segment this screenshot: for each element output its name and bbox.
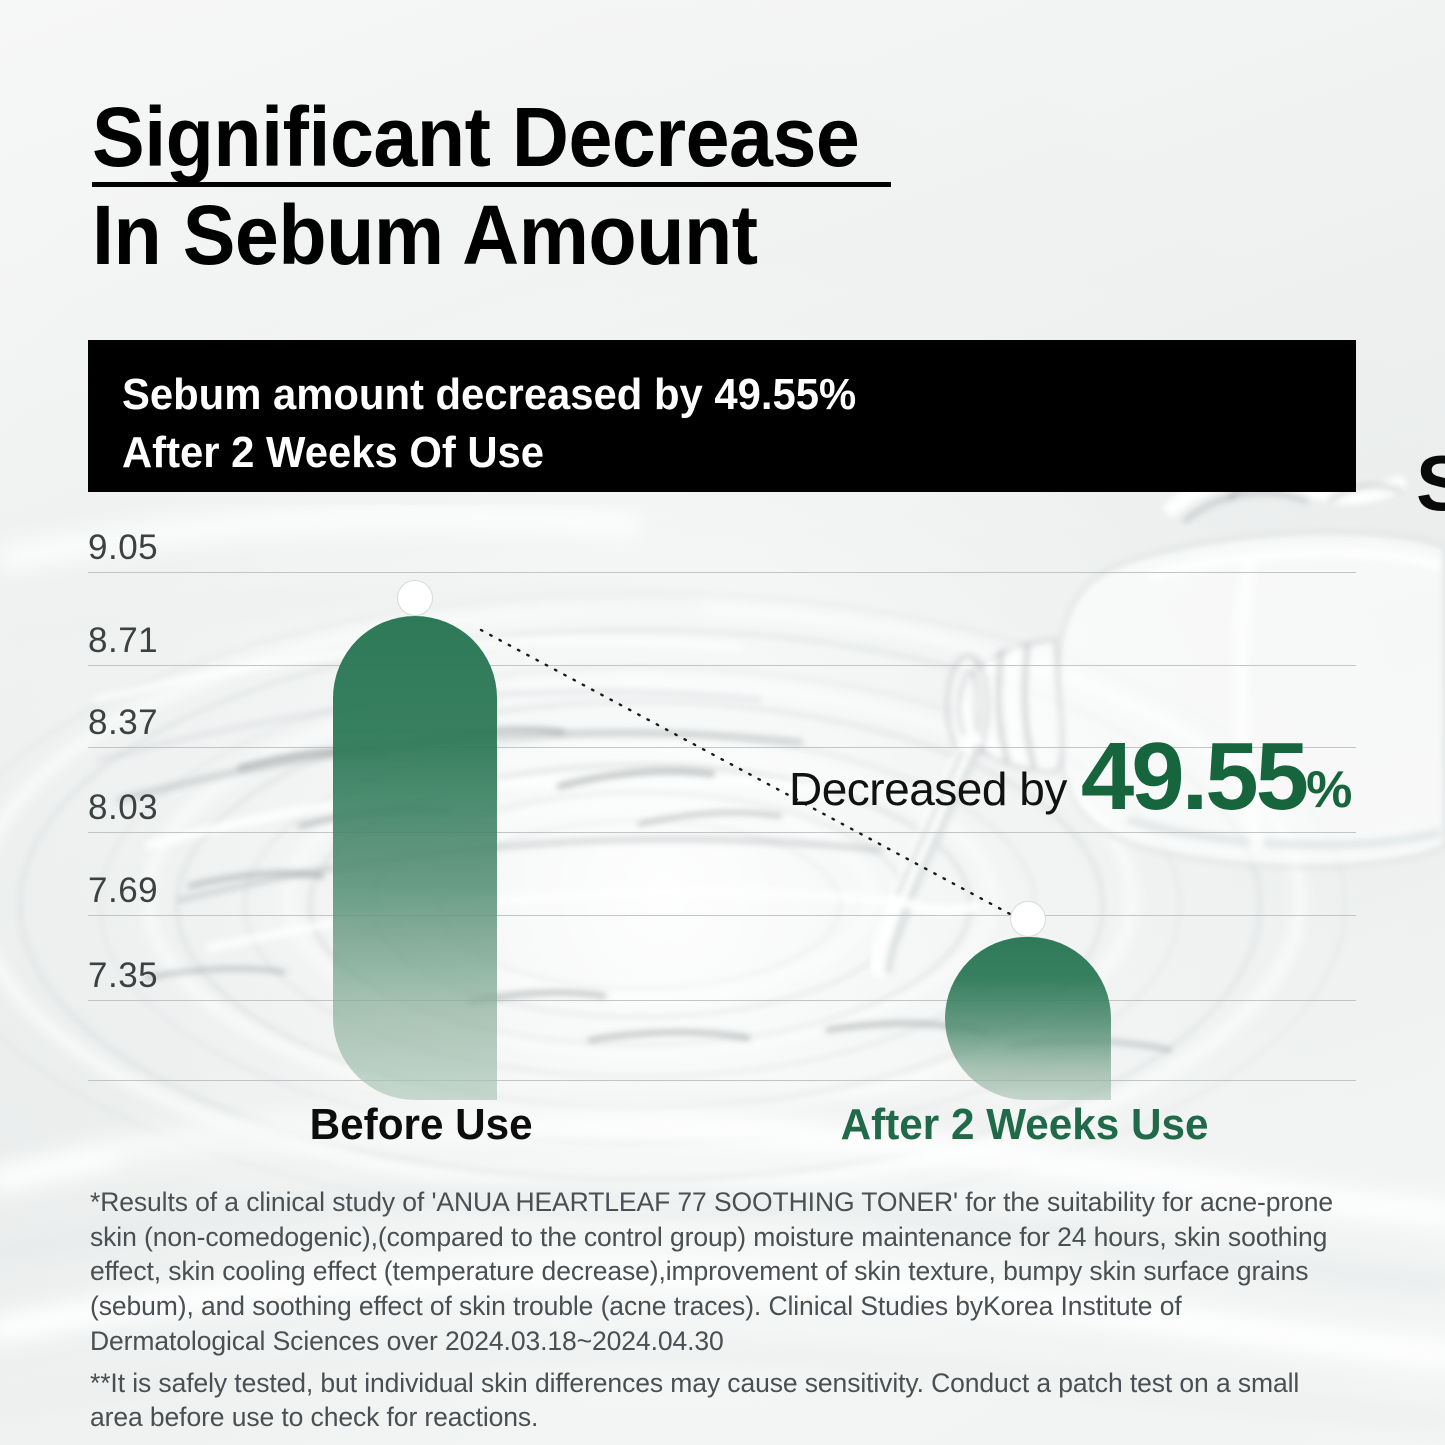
banner-line-2: After 2 Weeks Of Use bbox=[122, 428, 545, 478]
callout-percent-sign: % bbox=[1306, 761, 1352, 819]
page-title-line-2: In Sebum Amount bbox=[92, 188, 758, 283]
footnote-clinical-study: *Results of a clinical study of 'ANUA HE… bbox=[90, 1187, 1334, 1356]
y-axis-tick-8-03: 8.03 bbox=[88, 788, 159, 827]
banner-line-1: Sebum amount decreased by 49.55% bbox=[122, 370, 857, 419]
y-axis-tick-7-35: 7.35 bbox=[88, 956, 159, 995]
gridline bbox=[88, 572, 1356, 573]
cropped-edge-glyph: S bbox=[1416, 439, 1445, 527]
gridline bbox=[88, 1000, 1356, 1001]
page-title-line-1: Significant Decrease bbox=[92, 95, 892, 188]
x-axis-label-before-use: Before Use bbox=[309, 1100, 533, 1149]
gridline bbox=[88, 915, 1356, 916]
y-axis-tick-8-37: 8.37 bbox=[88, 703, 159, 742]
chart-plot-area bbox=[88, 500, 1356, 1100]
y-axis-tick-9-05: 9.05 bbox=[88, 528, 159, 567]
headline-banner: Sebum amount decreased by 49.55% After 2… bbox=[88, 340, 1356, 492]
y-axis-tick-7-69: 7.69 bbox=[88, 871, 159, 910]
callout-label: Decreased by bbox=[789, 763, 1067, 815]
callout-value: 49.55 bbox=[1080, 723, 1309, 830]
page-title: Significant Decrease In Sebum Amount bbox=[92, 95, 1092, 283]
data-point-marker-before bbox=[397, 580, 433, 616]
footnote-safety: **It is safely tested, but individual sk… bbox=[90, 1367, 1300, 1433]
sebum-bar-chart: 9.05 8.71 8.37 8.03 7.69 7.35 bbox=[88, 500, 1356, 1160]
decrease-callout: Decreased by 49.55 % bbox=[789, 718, 1352, 830]
y-axis-tick-8-71: 8.71 bbox=[88, 621, 159, 660]
footnotes: *Results of a clinical study of 'ANUA HE… bbox=[90, 1185, 1358, 1435]
x-axis-label-after-2-weeks-use: After 2 Weeks Use bbox=[840, 1100, 1209, 1149]
bar-after-2-weeks-use bbox=[945, 937, 1111, 1100]
data-point-marker-after bbox=[1010, 901, 1046, 937]
gridline bbox=[88, 1080, 1356, 1081]
bar-before-use bbox=[333, 616, 497, 1100]
